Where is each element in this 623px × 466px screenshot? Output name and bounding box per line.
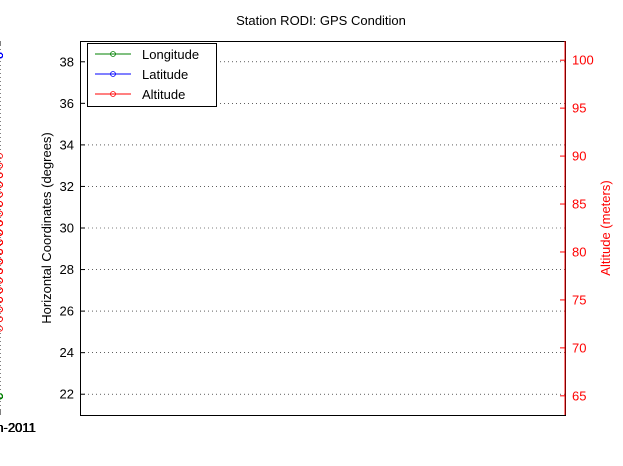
legend-label: Altitude: [142, 87, 185, 102]
left-y-tick-label: 36: [60, 96, 74, 111]
left-y-tick-label: 30: [60, 221, 74, 236]
data-point-altitude: [0, 191, 3, 198]
data-point-altitude: [0, 220, 3, 227]
chart-title: Station RODI: GPS Condition: [236, 13, 406, 28]
right-y-tick-label: 90: [572, 149, 586, 164]
data-point-altitude: [0, 258, 3, 265]
right-y-axis-label: Altitude (meters): [598, 180, 613, 275]
data-point-altitude: [0, 162, 3, 169]
data-point-altitude: [0, 249, 3, 255]
left-y-tick-label: 38: [60, 54, 74, 69]
right-y-tick-label: 80: [572, 244, 586, 259]
data-point-altitude: [0, 306, 3, 313]
left-y-tick-label: 24: [60, 345, 74, 360]
right-y-tick-label: 70: [572, 340, 586, 355]
legend-label: Latitude: [142, 67, 188, 82]
left-y-axis-label: Horizontal Coordinates (degrees): [39, 132, 54, 323]
x-tick-label: 10-Jun-2011: [0, 420, 36, 435]
legend-label: Longitude: [142, 47, 199, 62]
x-tick-label: 08-Jun-2011: [0, 420, 36, 435]
x-tick-label: 07-Jun-2011: [0, 420, 36, 435]
series-latitude: [0, 52, 3, 59]
data-point-altitude: [0, 210, 3, 217]
data-point-altitude: [0, 172, 3, 179]
data-point-altitude: [0, 277, 3, 284]
left-y-tick-label: 28: [60, 262, 74, 277]
right-y-tick-label: 75: [572, 292, 586, 307]
right-y-tick-label: 65: [572, 388, 586, 403]
left-y-tick-label: 34: [60, 137, 74, 152]
x-tick-label: 11-Jun-2011: [0, 420, 36, 435]
left-y-tick-label: 22: [60, 387, 74, 402]
legend-swatch-marker: [110, 91, 116, 97]
left-y-axis: 22 24 26 28 30 32 34 36 38: [60, 54, 85, 402]
data-point-altitude: [0, 229, 3, 236]
data-point-longitude: [0, 393, 3, 400]
data-point-altitude: [0, 297, 3, 303]
legend: Longitude Latitude Altitude: [87, 43, 217, 107]
right-y-axis: 65 70 75 80 85 90 95 100: [560, 41, 594, 415]
data-point-altitude: [0, 239, 3, 246]
series-longitude: [0, 393, 3, 400]
left-y-tick-label: 26: [60, 304, 74, 319]
right-y-tick-label: 85: [572, 197, 586, 212]
x-axis: 07-Jun-201108-Jun-201109-Jun-201110-Jun-…: [0, 41, 36, 435]
legend-swatch-marker: [110, 51, 116, 57]
series-layer: [0, 52, 3, 400]
data-point-altitude: [0, 287, 3, 294]
series-altitude: [0, 153, 3, 332]
data-point-altitude: [0, 316, 3, 322]
data-point-altitude: [0, 325, 3, 332]
x-tick-label: 09-Jun-2011: [0, 420, 36, 435]
data-point-altitude: [0, 268, 3, 275]
legend-swatch-marker: [110, 71, 116, 77]
left-y-tick-label: 32: [60, 179, 74, 194]
right-y-tick-label: 100: [572, 53, 594, 68]
data-point-altitude: [0, 153, 3, 159]
data-point-altitude: [0, 181, 3, 188]
data-point-altitude: [0, 201, 3, 207]
right-y-tick-label: 95: [572, 101, 586, 116]
data-point-latitude: [0, 52, 3, 59]
